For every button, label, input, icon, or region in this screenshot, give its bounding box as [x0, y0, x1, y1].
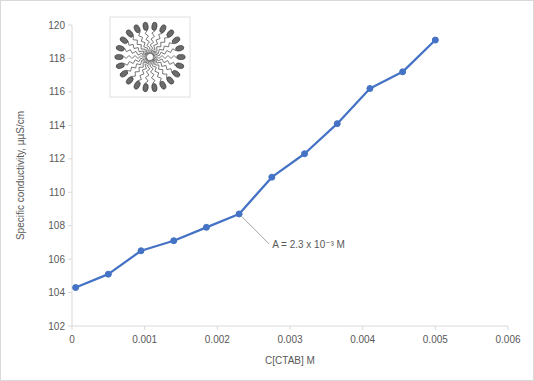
chart-frame: [1, 1, 534, 381]
y-tick: [68, 25, 72, 26]
data-point: [105, 271, 111, 277]
data-point: [269, 174, 275, 180]
surfactant-head: [133, 80, 141, 90]
y-tick-label: 108: [48, 220, 65, 231]
data-point: [302, 151, 308, 157]
x-tick-label: 0.002: [205, 334, 230, 345]
annotation-leader: [241, 216, 269, 244]
data-point: [334, 121, 340, 127]
icon-frame: [110, 17, 190, 97]
data-point: [432, 37, 438, 43]
y-tick-label: 116: [49, 86, 65, 97]
x-tick: [217, 326, 218, 330]
surfactant-head: [159, 24, 167, 34]
y-tick-label: 106: [48, 254, 65, 265]
surfactant-head: [119, 36, 129, 45]
x-tick-label: 0.003: [277, 334, 302, 345]
y-tick-label: 120: [48, 20, 65, 31]
surfactant-tail: [153, 49, 176, 58]
y-tick-label: 112: [49, 153, 65, 164]
surfactant-head: [125, 29, 134, 39]
surfactant-head: [171, 69, 181, 78]
y-tick-label: 110: [49, 187, 65, 198]
surfactant-head: [151, 22, 157, 31]
data-point: [138, 248, 144, 254]
surfactant-head: [115, 45, 125, 52]
y-tick: [68, 125, 72, 126]
x-tick: [435, 326, 436, 330]
y-tick: [68, 259, 72, 260]
y-tick-label: 114: [49, 120, 65, 131]
surfactant-head: [125, 76, 134, 86]
y-tick: [68, 292, 72, 293]
surfactant-head: [159, 80, 167, 90]
y-tick: [68, 326, 72, 327]
x-tick-label: 0.004: [350, 334, 375, 345]
data-point: [73, 285, 79, 291]
x-tick: [362, 326, 363, 330]
x-axis-label: C[CTAB] M: [265, 355, 315, 366]
surfactant-head: [115, 62, 125, 69]
x-tick-label: 0: [69, 334, 75, 345]
data-line: [76, 40, 436, 287]
y-tick: [68, 225, 72, 226]
data-point: [400, 69, 406, 75]
data-point: [171, 238, 177, 244]
surfactant-head: [119, 69, 129, 78]
data-point: [203, 224, 209, 230]
x-tick: [144, 326, 145, 330]
y-tick: [68, 192, 72, 193]
data-point: [367, 86, 373, 92]
annotation: A = 2.3 x 10⁻³ M: [272, 239, 345, 250]
x-tick: [290, 326, 291, 330]
chart: 102 104 106 108 110 112 114 116 118 120 0 0.001 0.00…: [0, 0, 534, 381]
surfactant-head: [142, 83, 148, 92]
surfactant-head: [175, 45, 185, 52]
surfactant-head: [142, 22, 148, 31]
x-tick-label: 0.005: [423, 334, 448, 345]
surfactant-head: [166, 29, 175, 39]
surfactant-head: [166, 76, 175, 86]
y-axis-label: Specific conductivity, µµS/cm: [15, 111, 26, 240]
y-tick: [68, 91, 72, 92]
y-tick: [68, 58, 72, 59]
surfactant-head: [177, 54, 185, 59]
x-tick-label: 0.006: [495, 334, 520, 345]
y-tick: [68, 158, 72, 159]
x-tick-label: 0.001: [132, 334, 157, 345]
x-tick: [72, 326, 73, 330]
y-tick-label: 118: [49, 53, 65, 64]
surfactant-head: [175, 62, 185, 69]
chart-root: 102 104 106 108 110 112 114 116 118 120 0 0.001 0.00…: [0, 0, 534, 381]
surfactant-head: [133, 24, 141, 34]
micelle-icon: [110, 17, 190, 97]
surfactant-tail: [124, 56, 147, 65]
y-axis-line: [72, 25, 73, 326]
x-tick: [508, 326, 509, 330]
surfactant-head: [115, 54, 123, 59]
y-tick-label: 104: [48, 287, 65, 298]
surfactant-head: [171, 36, 181, 45]
y-tick-label: 102: [48, 321, 65, 332]
surfactant-head: [151, 83, 157, 92]
